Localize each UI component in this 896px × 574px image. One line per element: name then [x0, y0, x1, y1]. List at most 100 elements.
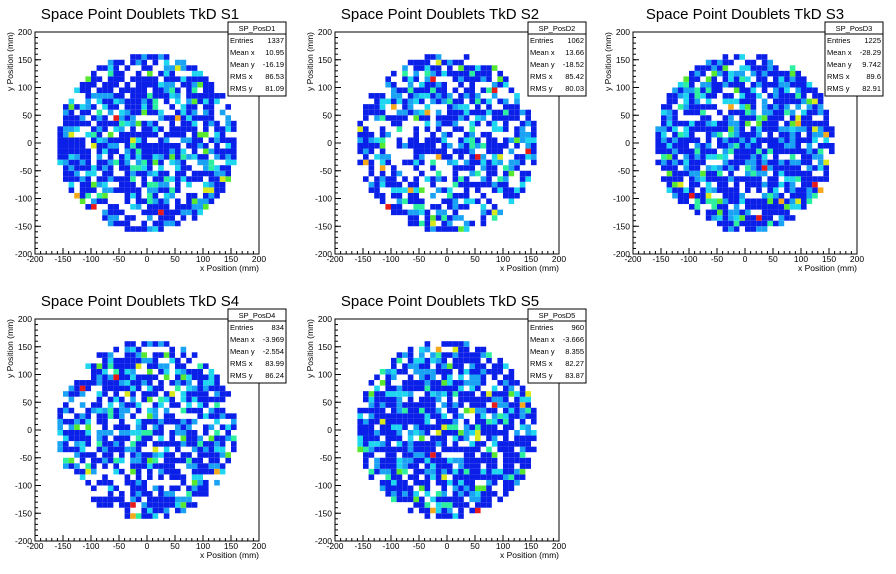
histogram-bin	[525, 407, 531, 414]
histogram-bin	[91, 81, 97, 88]
histogram-bin	[152, 192, 159, 199]
histogram-bin	[722, 209, 729, 216]
histogram-bin	[391, 396, 397, 403]
histogram-bin	[447, 198, 453, 205]
histogram-bin	[158, 507, 164, 514]
histogram-bin	[525, 463, 531, 469]
histogram-bin	[85, 187, 91, 193]
y-tick-label: 0	[27, 138, 32, 148]
histogram-bin	[677, 192, 684, 199]
x-tick-label: -50	[113, 541, 126, 551]
histogram-bin	[773, 93, 779, 99]
histogram-bin	[784, 209, 790, 216]
histogram-bin	[486, 352, 492, 358]
histogram-bin	[441, 446, 447, 453]
histogram-bin	[379, 148, 386, 155]
histogram-bin	[739, 65, 745, 71]
histogram-bin	[728, 76, 734, 82]
histogram-bin	[795, 98, 801, 105]
histogram-bin	[430, 435, 436, 442]
histogram-bin	[452, 474, 459, 480]
histogram-bin	[158, 502, 164, 508]
histogram-bin	[778, 170, 785, 177]
histogram-bin	[486, 137, 492, 143]
histogram-bin	[96, 198, 103, 205]
histogram-bin	[180, 474, 187, 480]
histogram-bin	[57, 126, 63, 132]
histogram-bin	[413, 126, 419, 132]
stats-label: Mean y	[230, 60, 255, 69]
histogram-bin	[68, 154, 75, 160]
histogram-bin	[57, 424, 63, 430]
histogram-bin	[63, 407, 69, 414]
histogram-bin	[124, 368, 131, 375]
histogram-bin	[130, 104, 136, 110]
histogram-bin	[180, 154, 187, 160]
histogram-bin	[379, 104, 386, 110]
histogram-bin	[435, 115, 442, 121]
stats-label: Entries	[530, 323, 554, 332]
histogram-bin	[475, 496, 481, 503]
histogram-bin	[491, 479, 498, 486]
histogram-bin	[508, 441, 515, 447]
x-tick-label: -150	[652, 254, 669, 264]
histogram-bin	[147, 165, 153, 171]
histogram-bin	[135, 198, 142, 205]
histogram-bin	[525, 131, 531, 138]
histogram-bin	[458, 143, 464, 149]
histogram-bin	[705, 131, 712, 138]
x-tick-label: 200	[252, 254, 266, 264]
chart-panel-5: Space Point Doublets TkD S5-200 -150 -100-…	[305, 293, 587, 560]
histogram-bin	[63, 418, 69, 425]
histogram-bin	[107, 491, 114, 497]
histogram-bin	[191, 374, 198, 381]
histogram-bin	[124, 479, 131, 486]
histogram-bin	[96, 435, 103, 442]
histogram-bin	[208, 176, 215, 182]
histogram-bin	[458, 391, 464, 397]
histogram-bin	[531, 159, 537, 166]
histogram-bin	[778, 87, 785, 94]
histogram-bin	[812, 192, 818, 199]
x-tick-label: 100	[196, 254, 210, 264]
histogram-bin	[396, 204, 403, 210]
histogram-bin	[441, 357, 447, 364]
histogram-bin	[96, 396, 103, 403]
histogram-bin	[191, 76, 198, 82]
histogram-bin	[163, 59, 170, 66]
histogram-bin	[180, 380, 187, 386]
histogram-bin	[441, 368, 447, 375]
histogram-bin	[119, 430, 125, 436]
histogram-bin	[85, 418, 91, 425]
histogram-bin	[147, 380, 153, 386]
histogram-bin	[158, 159, 164, 166]
histogram-bin	[407, 181, 414, 188]
histogram-bin	[225, 452, 231, 458]
histogram-bin	[107, 385, 114, 392]
histogram-bin	[385, 441, 391, 447]
histogram-bin	[119, 402, 125, 408]
y-tick-label: 200	[318, 314, 332, 324]
histogram-bin	[374, 93, 380, 99]
histogram-bin	[186, 452, 192, 458]
histogram-bin	[469, 109, 475, 116]
histogram-bin	[424, 507, 431, 514]
histogram-bin	[829, 131, 835, 138]
histogram-bin	[756, 181, 762, 188]
histogram-bin	[152, 198, 159, 205]
histogram-bin	[163, 204, 170, 210]
histogram-bin	[197, 176, 203, 182]
y-tick-label: -100	[613, 194, 630, 204]
histogram-bin	[186, 76, 192, 82]
histogram-bin	[672, 98, 678, 105]
histogram-bin	[163, 368, 170, 375]
histogram-bin	[141, 457, 147, 464]
histogram-bin	[806, 198, 813, 205]
histogram-bin	[130, 126, 136, 132]
histogram-bin	[407, 143, 414, 149]
histogram-bin	[778, 192, 785, 199]
histogram-bin	[203, 374, 209, 381]
histogram-bin	[458, 507, 464, 514]
histogram-bin	[475, 380, 481, 386]
histogram-bin	[407, 446, 414, 453]
